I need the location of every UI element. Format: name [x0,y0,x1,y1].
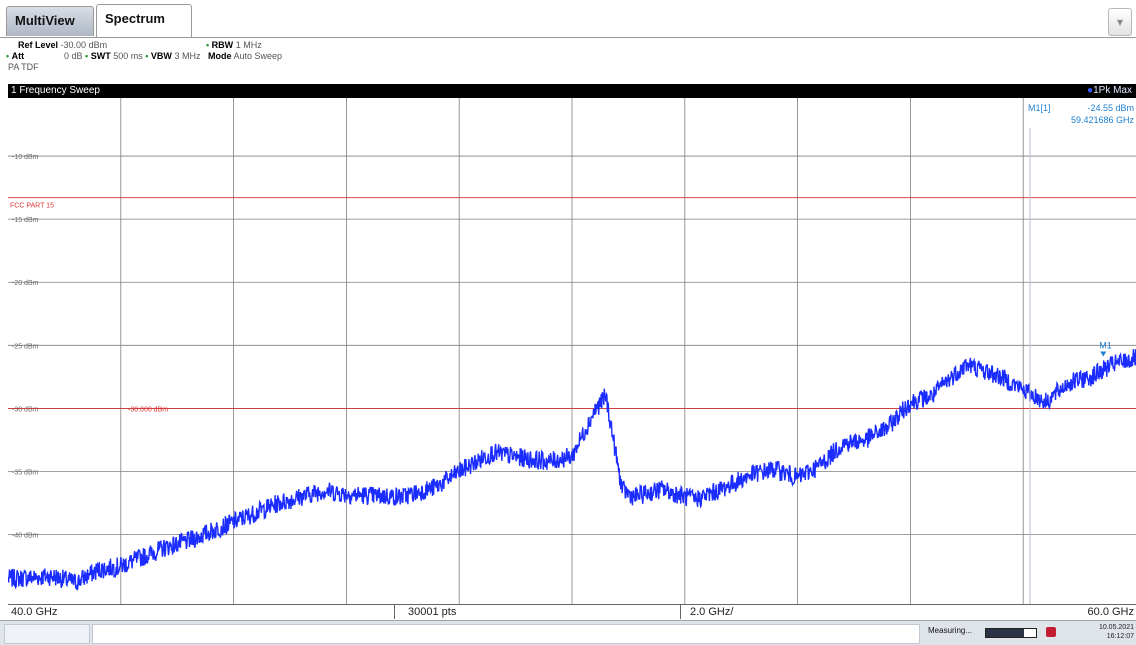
att-value[interactable]: 0 dB [64,51,83,61]
tab-divider [0,37,1136,38]
rbw-value[interactable]: 1 MHz [235,40,262,50]
tab-strip: MultiView Spectrum ▾ [0,0,1136,38]
status-led-icon [1046,627,1056,637]
measuring-status: Measuring... [928,626,973,635]
y-tick-label: -15 dBm [12,217,39,224]
trace-mode: 1Pk Max [1093,85,1132,96]
att-coupled-icon: • [6,51,10,61]
y-tick-label: -30 dBm [12,406,39,413]
diagram-title: 1 Frequency Sweep [11,85,100,96]
status-left-panel[interactable] [4,624,90,644]
att-label: Att [11,51,25,61]
sweep-progress-fill [986,629,1024,637]
rbw-label: RBW [211,40,234,50]
x-axis-footer: 40.0 GHz 30001 pts 2.0 GHz/ 60.0 GHz [8,604,1136,619]
settings-panel: Ref Level -30.00 dBm • Att 0 dB • SWT 50… [0,38,1136,83]
mode-label: Mode [207,51,232,61]
swt-coupled-icon: • [85,51,89,61]
footer-divider [680,605,681,619]
status-message-panel [92,624,920,644]
trace-line [8,349,1136,591]
limit-line-label: FCC PART 15 [10,203,54,210]
reference-lines: FCC PART 15 -30.000 dBm [8,197,1136,413]
marker-flag: M1 [1099,340,1112,350]
status-time: 16:12:07 [1106,633,1134,640]
points-label: 30001 pts [408,606,457,618]
date-time: 10.05.2021 16:12:07 [1090,623,1134,641]
diagram-header: 1 Frequency Sweep ●1Pk Max [8,84,1136,98]
vbw-coupled-icon: • [145,51,149,61]
y-tick-label: -35 dBm [12,470,39,477]
y-tick-label: -20 dBm [12,280,39,287]
display-line-label: -30.000 dBm [128,406,168,413]
y-tick-label: -40 dBm [12,533,39,540]
footer-divider [394,605,395,619]
collapse-icon[interactable]: ▾ [1108,8,1132,36]
rbw-coupled-icon: • [206,40,210,50]
sweep-progress-bar [985,628,1037,638]
ref-level-value[interactable]: -30.00 dBm [60,40,108,50]
status-bar: Measuring... 10.05.2021 16:12:07 [0,620,1136,645]
grid [8,98,1136,604]
x-start-label: 40.0 GHz [11,606,58,618]
y-tick-label: -25 dBm [12,343,39,350]
y-tick-label: -10 dBm [12,154,39,161]
marker-level: -24.55 dBm [1087,103,1134,113]
span-per-div-label: 2.0 GHz/ [690,606,734,618]
marker-group: M1 M1[1] -24.55 dBm 59.421686 GHz [1028,103,1134,604]
trace-label[interactable]: ●1Pk Max [1087,84,1132,98]
pa-label: PA TDF [8,62,39,72]
mode-value[interactable]: Auto Sweep [233,51,283,61]
swt-value[interactable]: 500 ms [113,51,143,61]
y-tick-labels: -10 dBm -15 dBm -20 dBm -25 dBm -30 dBm -35 d… [12,154,39,540]
ref-level-label: Ref Level [18,40,59,50]
x-stop-label: 60.0 GHz [1087,606,1134,618]
trace-indicator-icon: ● [1087,85,1094,96]
swt-label: SWT [90,51,111,61]
vbw-value[interactable]: 3 MHz [174,51,201,61]
marker-triangle [1100,351,1107,357]
marker-name: M1[1] [1028,103,1051,113]
tab-multiview[interactable]: MultiView [6,6,94,36]
tab-spectrum[interactable]: Spectrum [96,4,192,37]
vbw-label: VBW [150,51,172,61]
marker-frequency: 59.421686 GHz [1071,115,1135,125]
status-date: 10.05.2021 [1098,624,1134,631]
spectrum-plot[interactable]: -10 dBm -15 dBm -20 dBm -25 dBm -30 dBm -35 d… [8,98,1136,604]
